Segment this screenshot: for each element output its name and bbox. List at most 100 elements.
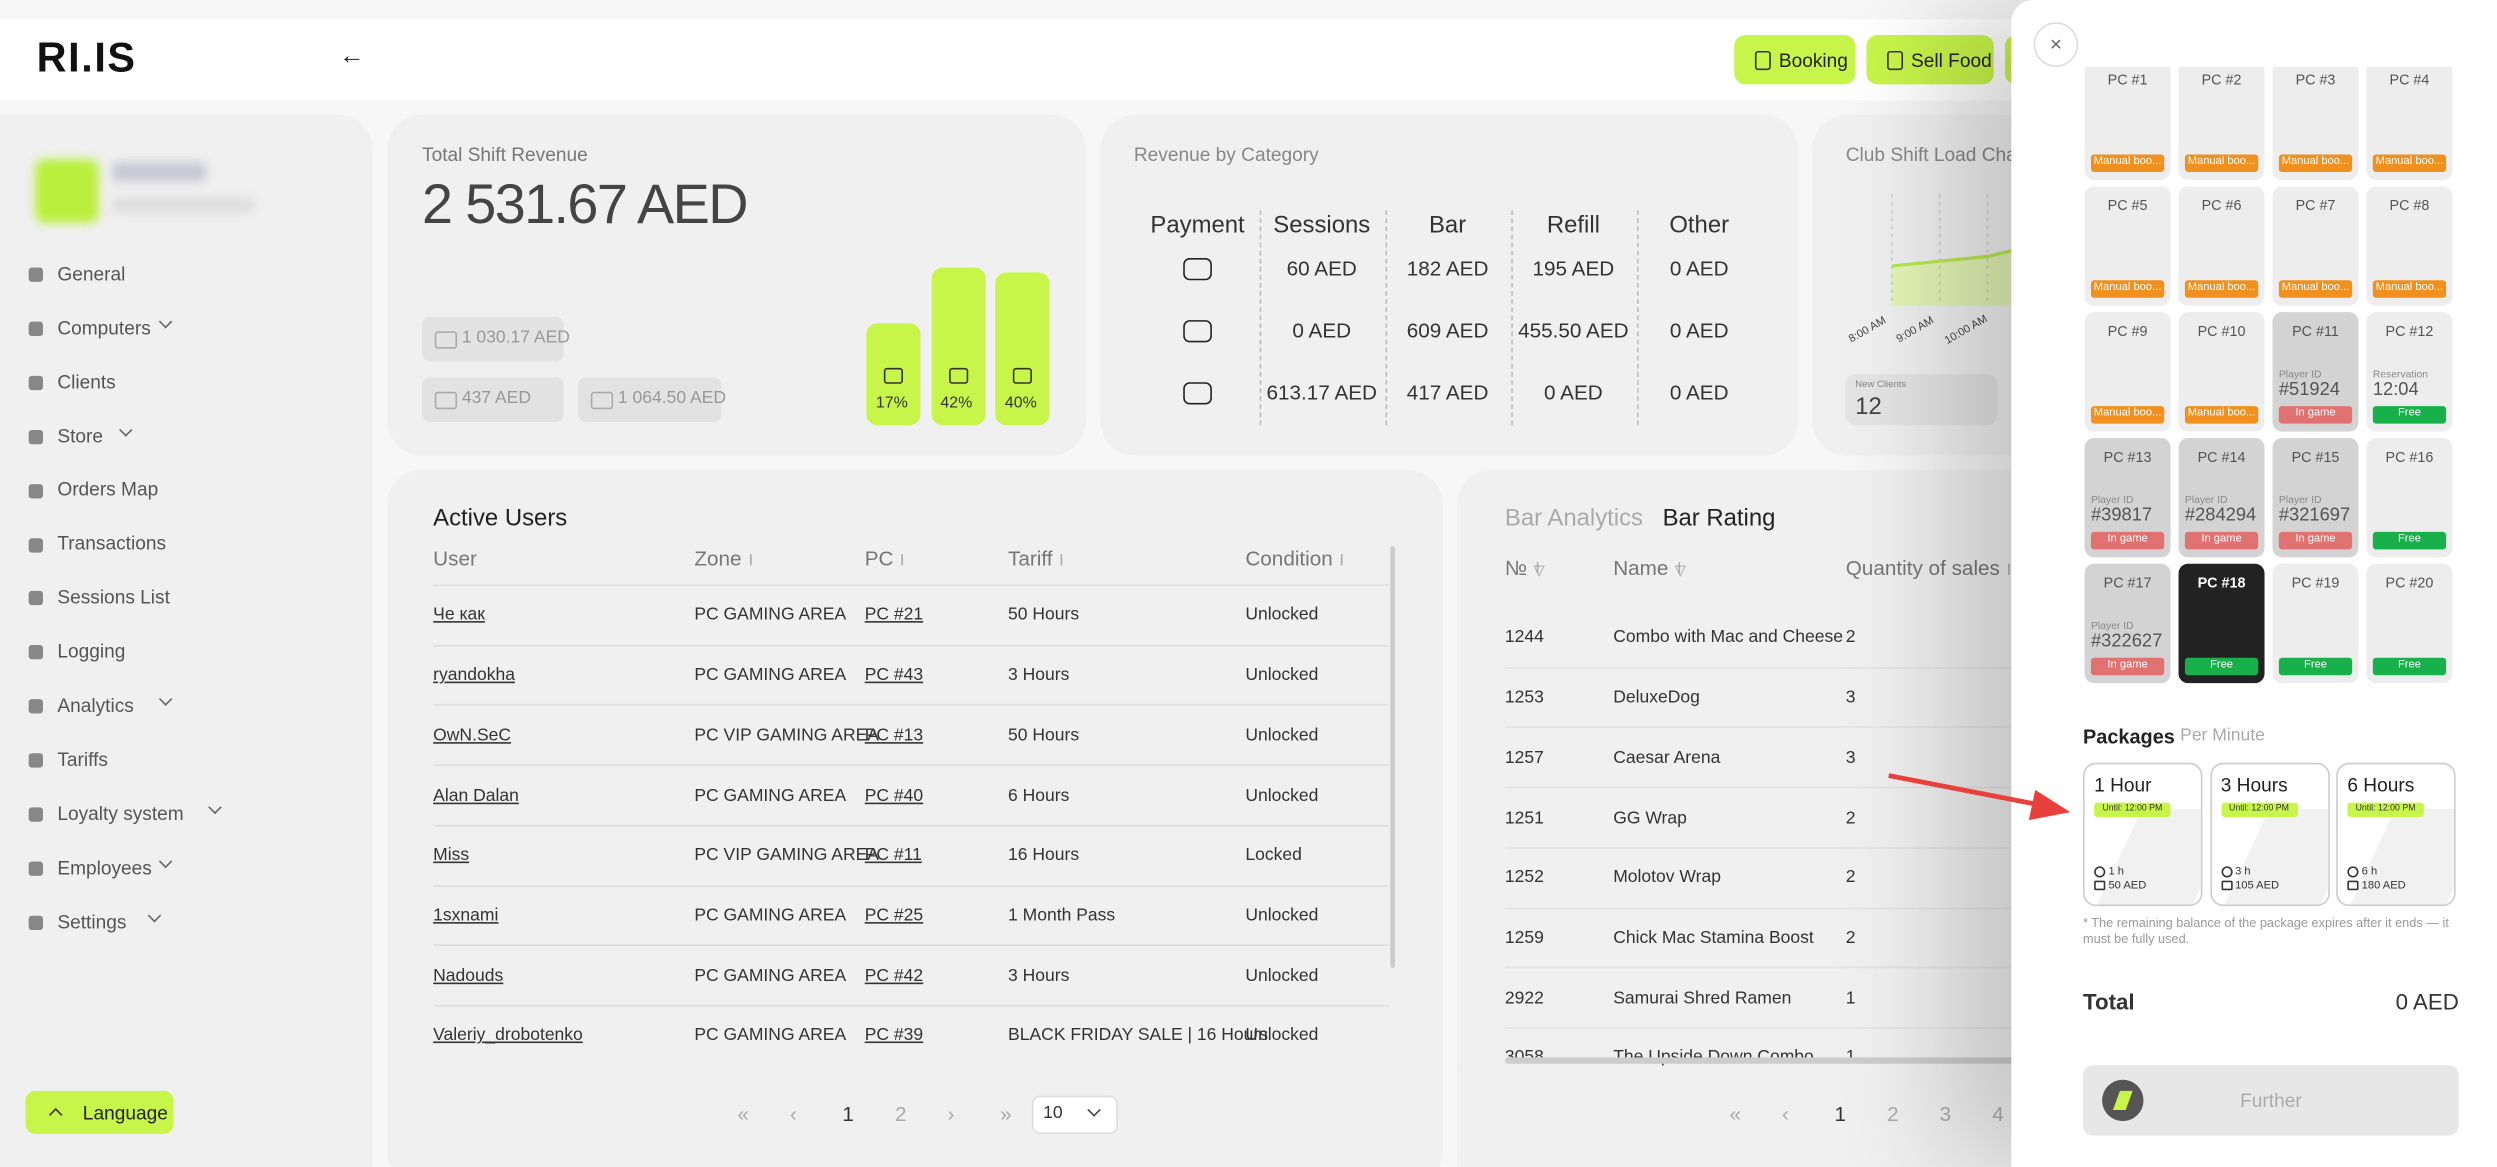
menu-item[interactable]: Orders Map xyxy=(57,478,159,501)
pc-card[interactable]: PC #11 Player ID #51924 In game xyxy=(2272,312,2359,432)
table-cell[interactable]: Miss xyxy=(433,845,470,866)
pc-status: Manual boo... xyxy=(2187,282,2256,294)
table-cell[interactable]: PC #13 xyxy=(864,725,924,745)
menu-item[interactable]: General xyxy=(57,262,126,285)
package-card[interactable]: 3 Hours Until: 12:00 PM 3 h 105 AED xyxy=(2209,762,2330,907)
close-button[interactable]: × xyxy=(2033,22,2079,67)
table-cell[interactable]: PC #43 xyxy=(864,665,924,685)
table-cell[interactable]: PC #42 xyxy=(864,966,924,986)
table-cell[interactable]: PC #11 xyxy=(864,845,922,866)
table-cell[interactable]: PC #21 xyxy=(864,605,924,625)
menu-item[interactable]: Store xyxy=(57,424,104,447)
header-button[interactable]: Sell Food xyxy=(1866,35,1994,85)
page-size-select[interactable]: 10 xyxy=(1031,1095,1118,1134)
column-header[interactable]: Condition xyxy=(1245,547,1345,571)
pagination-button[interactable]: 3 xyxy=(1939,1102,1952,1127)
tab[interactable]: Bar Analytics xyxy=(1504,504,1644,532)
table-cell: 2 xyxy=(1845,808,1856,828)
pagination-button[interactable]: ‹ xyxy=(789,1102,797,1127)
pc-card[interactable]: PC #8 Manual boo... xyxy=(2366,186,2453,306)
menu-item[interactable]: Transactions xyxy=(57,532,167,555)
table-cell[interactable]: ryandokha xyxy=(433,665,515,685)
section-title[interactable]: Packages xyxy=(2082,725,2175,748)
table-cell[interactable]: Alan Dalan xyxy=(433,785,519,806)
table-cell[interactable]: 1sxnami xyxy=(433,905,499,926)
table-cell[interactable]: PC #39 xyxy=(864,1026,924,1046)
pc-card[interactable]: PC #10 Manual boo... xyxy=(2178,312,2265,432)
column-header[interactable]: Tariff xyxy=(1008,547,1065,571)
clock-icon xyxy=(2220,866,2232,878)
language-button[interactable]: Language xyxy=(25,1090,174,1134)
pc-card[interactable]: PC #13 Player ID #39817 In game xyxy=(2084,437,2171,558)
pc-status-badge: Manual boo... xyxy=(2372,280,2447,298)
pc-card[interactable]: PC #19 Free xyxy=(2272,563,2359,684)
pc-card[interactable]: PC #5 Manual boo... xyxy=(2084,186,2171,306)
menu-item[interactable]: Sessions List xyxy=(57,586,170,609)
card-title: Club Shift Load Chart xyxy=(1845,143,2029,166)
pagination-button[interactable]: 2 xyxy=(894,1102,907,1127)
table-cell: 16 Hours xyxy=(1008,845,1080,866)
table-cell[interactable]: OwN.SeC xyxy=(433,725,512,745)
pagination-button[interactable]: « xyxy=(1729,1102,1741,1127)
column-header: Payment xyxy=(1150,211,1245,239)
pc-card[interactable]: PC #16 Free xyxy=(2366,437,2453,558)
tab[interactable]: Bar Rating xyxy=(1662,504,1776,532)
pagination-button[interactable]: ‹ xyxy=(1782,1102,1789,1127)
pc-card[interactable]: PC #6 Manual boo... xyxy=(2178,186,2265,306)
pc-card[interactable]: PC #18 Free xyxy=(2178,563,2265,684)
table-cell[interactable]: PC #25 xyxy=(864,905,924,926)
package-until: Until: 12:00 PM xyxy=(2355,804,2416,815)
column-header[interactable]: Name xyxy=(1613,556,1683,580)
column-header[interactable]: Quantity of sales xyxy=(1846,556,2013,580)
column-header[interactable]: Zone xyxy=(694,547,754,571)
column-header[interactable]: PC xyxy=(865,547,907,571)
section-tab[interactable]: Per Minute xyxy=(2180,726,2265,746)
pc-card[interactable]: PC #3 Manual boo... xyxy=(2272,66,2359,180)
pagination-button[interactable]: 1 xyxy=(842,1102,854,1127)
pc-card[interactable]: PC #9 Manual boo... xyxy=(2084,312,2171,432)
menu-item[interactable]: Settings xyxy=(57,910,127,933)
table-cell[interactable]: Nadouds xyxy=(433,966,504,986)
table-cell[interactable]: Valeriy_drobotenko xyxy=(433,1026,583,1046)
payment-icon xyxy=(1183,382,1212,405)
menu-item[interactable]: Computers xyxy=(57,316,151,339)
package-name: 1 Hour xyxy=(2094,773,2152,796)
pc-card[interactable]: PC #15 Player ID #321697 In game xyxy=(2272,437,2359,558)
pc-card[interactable]: PC #4 Manual boo... xyxy=(2366,66,2453,180)
menu-item[interactable]: Clients xyxy=(57,370,116,393)
pc-card[interactable]: PC #20 Free xyxy=(2366,563,2453,684)
pagination-button[interactable]: › xyxy=(947,1102,955,1127)
menu-item[interactable]: Employees xyxy=(57,856,152,879)
package-card[interactable]: 6 Hours Until: 12:00 PM 6 h 180 AED xyxy=(2336,762,2456,907)
table-cell[interactable]: Че как xyxy=(433,605,485,625)
pagination-button[interactable]: 4 xyxy=(1992,1102,2004,1127)
row-divider xyxy=(1504,906,2095,909)
row-divider xyxy=(1504,726,2095,729)
menu-item[interactable]: Loyalty system xyxy=(57,802,184,825)
pagination-button[interactable]: 1 xyxy=(1834,1102,1847,1127)
new-clients-box: New Clients 12 xyxy=(1845,374,1997,426)
pc-card[interactable]: PC #17 Player ID #322627 In game xyxy=(2084,563,2171,684)
package-price: 50 AED xyxy=(2108,880,2147,892)
pc-status-badge: In game xyxy=(2278,531,2353,550)
package-card[interactable]: 1 Hour Until: 12:00 PM 1 h 50 AED xyxy=(2082,762,2203,907)
pc-card[interactable]: PC #12 Reservation 12:04 Free xyxy=(2366,312,2453,432)
menu-item[interactable]: Analytics xyxy=(57,694,134,717)
menu-item[interactable]: Logging xyxy=(57,640,126,663)
pc-card[interactable]: PC #7 Manual boo... xyxy=(2272,186,2359,306)
menu-item[interactable]: Tariffs xyxy=(57,748,108,771)
back-arrow[interactable]: ← xyxy=(339,43,365,71)
pagination-button[interactable]: » xyxy=(1000,1102,1012,1127)
further-button[interactable]: Further xyxy=(2082,1065,2459,1136)
table-cell: Unlocked xyxy=(1245,605,1319,625)
pagination-button[interactable]: « xyxy=(737,1102,749,1127)
pc-card[interactable]: PC #1 Manual boo... xyxy=(2084,66,2171,180)
table-cell[interactable]: PC #40 xyxy=(864,785,924,806)
pc-name: PC #5 xyxy=(2107,196,2148,213)
pc-card[interactable]: PC #14 Player ID #284294 In game xyxy=(2178,437,2265,558)
header-button[interactable]: Booking xyxy=(1734,35,1856,85)
column-header[interactable]: № xyxy=(1505,556,1542,580)
pagination-button[interactable]: 2 xyxy=(1887,1102,1899,1127)
pc-card[interactable]: PC #2 Manual boo... xyxy=(2178,66,2265,180)
